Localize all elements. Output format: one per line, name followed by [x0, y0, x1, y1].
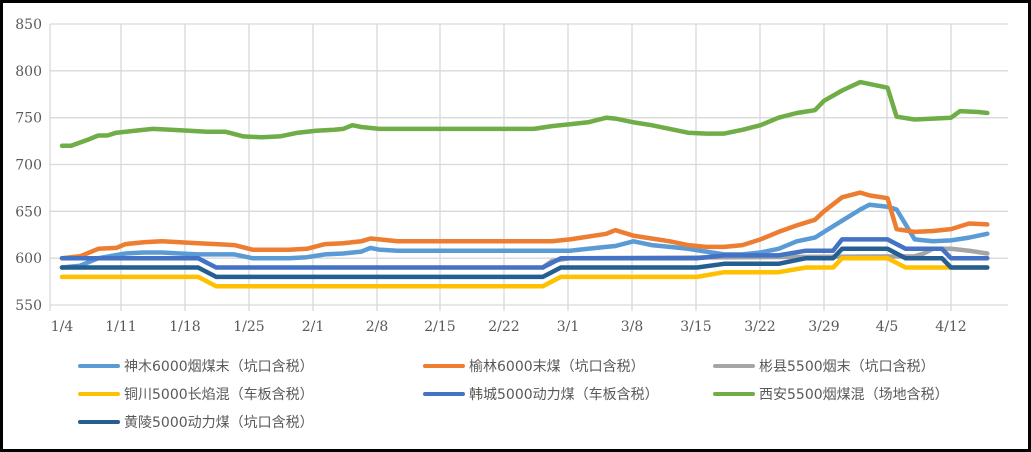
x-tick-label: 1/18 [169, 319, 200, 335]
series-line [59, 237, 990, 270]
legend-item: 神木6000烟煤末（坑口含税） [78, 356, 423, 376]
legend-swatch-icon [713, 392, 755, 396]
legend-swatch-icon [78, 392, 120, 396]
legend-label: 神木6000烟煤末（坑口含税） [124, 359, 314, 375]
legend-swatch-icon [78, 420, 120, 424]
series-line [59, 79, 990, 149]
legend-swatch-icon [78, 364, 120, 368]
x-tick-label: 2/8 [366, 319, 389, 335]
series-lines [59, 79, 990, 289]
legend-label: 彬县5500烟末（坑口含税） [759, 359, 935, 375]
x-tick-label: 2/1 [302, 319, 325, 335]
legend-item: 铜川5000长焰混（车板含税） [78, 384, 423, 404]
legend-item: 彬县5500烟末（坑口含税） [713, 356, 978, 376]
legend-label: 铜川5000长焰混（车板含税） [124, 387, 314, 403]
legend-item: 榆林6000末煤（坑口含税） [423, 356, 713, 376]
y-tick-label: 700 [15, 158, 42, 174]
series-line [59, 255, 990, 289]
x-tick-label: 3/1 [557, 319, 580, 335]
x-axis-ticks: 1/4 1/11 1/18 1/25 2/1 2/8 2/15 2/22 3/1 3/8 3/15 3… [51, 319, 967, 335]
series-line [59, 190, 990, 261]
x-tick-label: 1/11 [105, 319, 136, 335]
y-tick-label: 800 [15, 64, 42, 80]
legend-label: 榆林6000末煤（坑口含税） [469, 359, 645, 375]
x-tick-label: 3/22 [744, 319, 775, 335]
x-tick-label: 3/8 [621, 319, 644, 335]
legend-item: 黄陵5000动力煤（坑口含税） [78, 412, 423, 432]
x-tick-label: 3/15 [680, 319, 711, 335]
gridlines [49, 23, 1008, 311]
legend-row: 神木6000烟煤末（坑口含税） 榆林6000末煤（坑口含税） 彬县5500烟末（坑口… [78, 352, 978, 380]
y-tick-label: 650 [15, 204, 42, 220]
legend-item: 西安5500烟煤混（场地含税） [713, 384, 978, 404]
x-tick-label: 3/29 [808, 319, 839, 335]
legend-label: 西安5500烟煤混（场地含税） [759, 387, 949, 403]
legend-swatch-icon [713, 364, 755, 368]
series-line [59, 246, 990, 280]
x-tick-label: 2/15 [424, 319, 455, 335]
legend-label: 黄陵5000动力煤（坑口含税） [124, 415, 314, 431]
y-axis-ticks: 550 600 650 700 750 800 850 [15, 17, 42, 314]
legend-swatch-icon [423, 392, 465, 396]
x-tick-label: 4/5 [876, 319, 899, 335]
legend-label: 韩城5000动力煤（车板含税） [469, 387, 659, 403]
x-tick-label: 4/12 [935, 319, 966, 335]
y-tick-label: 550 [15, 298, 42, 314]
series-line [59, 202, 990, 270]
legend-swatch-icon [423, 364, 465, 368]
y-tick-label: 600 [15, 251, 42, 267]
chart-legend: 神木6000烟煤末（坑口含税） 榆林6000末煤（坑口含税） 彬县5500烟末（坑口… [78, 352, 978, 436]
y-tick-label: 750 [15, 111, 42, 127]
x-tick-label: 1/4 [51, 319, 74, 335]
legend-row: 黄陵5000动力煤（坑口含税） [78, 408, 978, 436]
legend-row: 铜川5000长焰混（车板含税） 韩城5000动力煤（车板含税） 西安5500烟煤混（… [78, 380, 978, 408]
legend-item: 韩城5000动力煤（车板含税） [423, 384, 713, 404]
x-tick-label: 1/25 [233, 319, 264, 335]
x-tick-label: 2/22 [488, 319, 519, 335]
y-tick-label: 850 [15, 17, 42, 33]
